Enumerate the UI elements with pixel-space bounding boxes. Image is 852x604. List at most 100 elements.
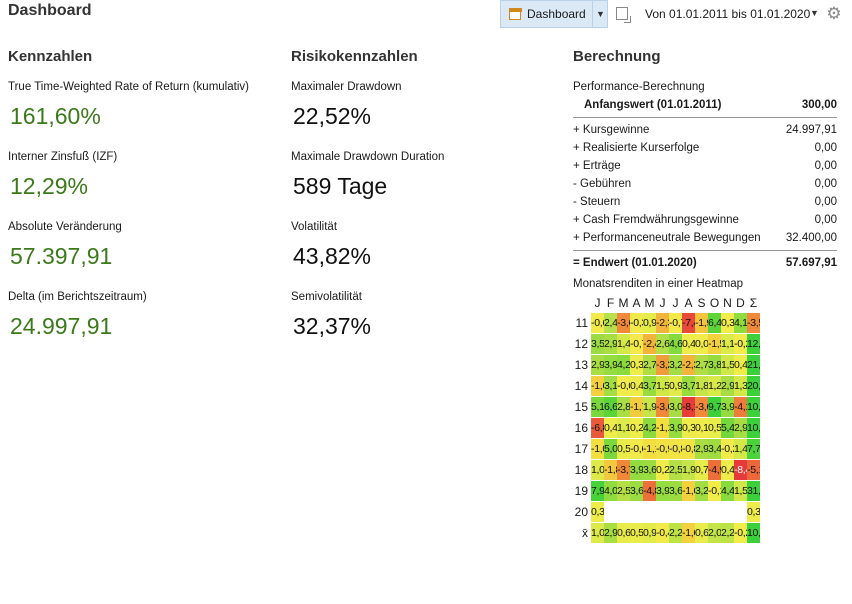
heatmap-cell[interactable]: -4,1 [734,396,747,417]
heatmap-cell[interactable]: 3,9 [604,354,617,375]
heatmap-cell[interactable] [682,501,695,522]
heatmap-cell[interactable]: 2,8 [617,396,630,417]
heatmap-cell[interactable]: -0,9 [656,438,669,459]
gear-icon[interactable]: ⚙ [826,4,842,23]
heatmap-cell[interactable]: -3,7 [617,459,630,480]
heatmap-cell[interactable]: 2,9 [721,375,734,396]
heatmap-cell[interactable]: 0,4 [734,354,747,375]
heatmap-cell[interactable]: 0,9 [643,312,656,333]
heatmap-cell[interactable]: 3,7 [682,375,695,396]
heatmap-cell[interactable]: -3,6 [695,396,708,417]
heatmap-cell[interactable]: 10,9 [747,417,760,438]
heatmap-cell[interactable]: 1,0 [591,522,604,543]
export-icon[interactable] [616,7,631,23]
heatmap-cell[interactable]: 5,0 [604,438,617,459]
heatmap-cell[interactable]: 0,2 [656,459,669,480]
heatmap-cell[interactable]: 20,4 [747,375,760,396]
heatmap-cell[interactable]: 1,2 [708,375,721,396]
period-selector[interactable]: Von 01.01.2011 bis 01.01.2020 [645,7,811,21]
heatmap-cell[interactable]: 3,6 [630,480,643,501]
heatmap-cell[interactable]: 0,3 [630,354,643,375]
heatmap-cell[interactable]: 1,4 [617,333,630,354]
heatmap-cell[interactable]: 3,9 [669,417,682,438]
heatmap-cell[interactable]: 31,4 [747,480,760,501]
heatmap-cell[interactable] [669,501,682,522]
heatmap-cell[interactable]: 4,1 [734,312,747,333]
heatmap-cell[interactable]: 2,0 [708,522,721,543]
heatmap-cell[interactable]: 1,4 [734,438,747,459]
heatmap-cell[interactable]: 1,5 [734,480,747,501]
heatmap-cell[interactable]: -8,1 [682,396,695,417]
heatmap-cell[interactable]: 3,2 [695,480,708,501]
heatmap-cell[interactable]: 3,9 [656,480,669,501]
heatmap-cell[interactable]: 3,6 [643,459,656,480]
heatmap-cell[interactable]: 0,9 [643,522,656,543]
heatmap-cell[interactable] [604,501,617,522]
heatmap-cell[interactable]: 1,1 [721,333,734,354]
heatmap-cell[interactable]: 0,0 [695,333,708,354]
heatmap-cell[interactable]: 6,4 [708,312,721,333]
heatmap-cell[interactable]: 3,5 [591,333,604,354]
heatmap-cell[interactable]: -2,4 [643,333,656,354]
heatmap-cell[interactable]: -1,9 [695,312,708,333]
heatmap-cell[interactable]: 2,9 [604,522,617,543]
heatmap-cell[interactable]: -1,6 [682,522,695,543]
heatmap-cell[interactable]: -1,6 [591,375,604,396]
heatmap-cell[interactable]: -2,3 [656,312,669,333]
heatmap-cell[interactable]: 2,9 [734,417,747,438]
heatmap-cell[interactable] [708,501,721,522]
heatmap-cell[interactable]: 2,6 [656,333,669,354]
heatmap-cell[interactable]: -2,3 [682,354,695,375]
heatmap-cell[interactable]: 5,1 [591,396,604,417]
heatmap-cell[interactable]: -1,8 [604,459,617,480]
heatmap-cell[interactable] [656,501,669,522]
heatmap-cell[interactable]: 0,4 [721,459,734,480]
heatmap-cell[interactable] [617,501,630,522]
heatmap-cell[interactable]: 1,8 [695,375,708,396]
heatmap-cell[interactable] [734,501,747,522]
heatmap-cell[interactable]: 0,6 [695,522,708,543]
heatmap-cell[interactable]: 1,5 [656,375,669,396]
heatmap-cell[interactable]: 2,9 [591,354,604,375]
heatmap-cell[interactable]: -1,7 [630,396,643,417]
heatmap-cell[interactable]: 4,4 [721,480,734,501]
heatmap-cell[interactable]: -3,5 [747,312,760,333]
heatmap-cell[interactable] [695,501,708,522]
heatmap-cell[interactable]: 3,6 [669,480,682,501]
heatmap-cell[interactable]: -8,4 [734,459,747,480]
heatmap-cell[interactable]: -3,6 [617,312,630,333]
heatmap-cell[interactable]: 0,5 [617,438,630,459]
heatmap-cell[interactable]: -1,5 [708,333,721,354]
heatmap-cell[interactable]: 2,7 [643,354,656,375]
heatmap-cell[interactable]: 0,3 [747,501,760,522]
heatmap-cell[interactable]: 2,9 [604,333,617,354]
heatmap-cell[interactable]: -0,8 [669,438,682,459]
heatmap-cell[interactable]: -4,8 [643,480,656,501]
heatmap-cell[interactable]: 4,2 [617,354,630,375]
heatmap-cell[interactable]: 0,4 [630,375,643,396]
heatmap-cell[interactable]: 0,3 [682,417,695,438]
heatmap-cell[interactable]: -0,1 [708,480,721,501]
heatmap-cell[interactable]: 3,2 [669,354,682,375]
dashboard-selector-button[interactable]: Dashboard [500,0,608,28]
heatmap-cell[interactable]: 0,5 [708,417,721,438]
heatmap-cell[interactable]: 3,0 [669,396,682,417]
heatmap-cell[interactable]: 0,4 [604,417,617,438]
heatmap-cell[interactable]: -4,9 [708,459,721,480]
heatmap-cell[interactable] [721,501,734,522]
heatmap-cell[interactable]: -3,2 [656,354,669,375]
heatmap-cell[interactable]: -0,3 [630,312,643,333]
heatmap-cell[interactable]: -0,2 [734,333,747,354]
heatmap-cell[interactable]: 0,6 [617,522,630,543]
heatmap-cell[interactable]: -5,1 [747,459,760,480]
heatmap-cell[interactable]: -0,8 [682,438,695,459]
heatmap-cell[interactable]: 3,1 [604,375,617,396]
heatmap-cell[interactable]: 3,7 [643,375,656,396]
heatmap-cell[interactable]: -7,4 [682,312,695,333]
heatmap-cell[interactable]: 2,4 [604,312,617,333]
heatmap-cell[interactable]: 7,7 [747,438,760,459]
heatmap-cell[interactable]: 1,9 [682,459,695,480]
heatmap-cell[interactable]: 0,2 [630,417,643,438]
heatmap-cell[interactable]: 1,1 [617,417,630,438]
heatmap-cell[interactable]: 21,8 [747,354,760,375]
